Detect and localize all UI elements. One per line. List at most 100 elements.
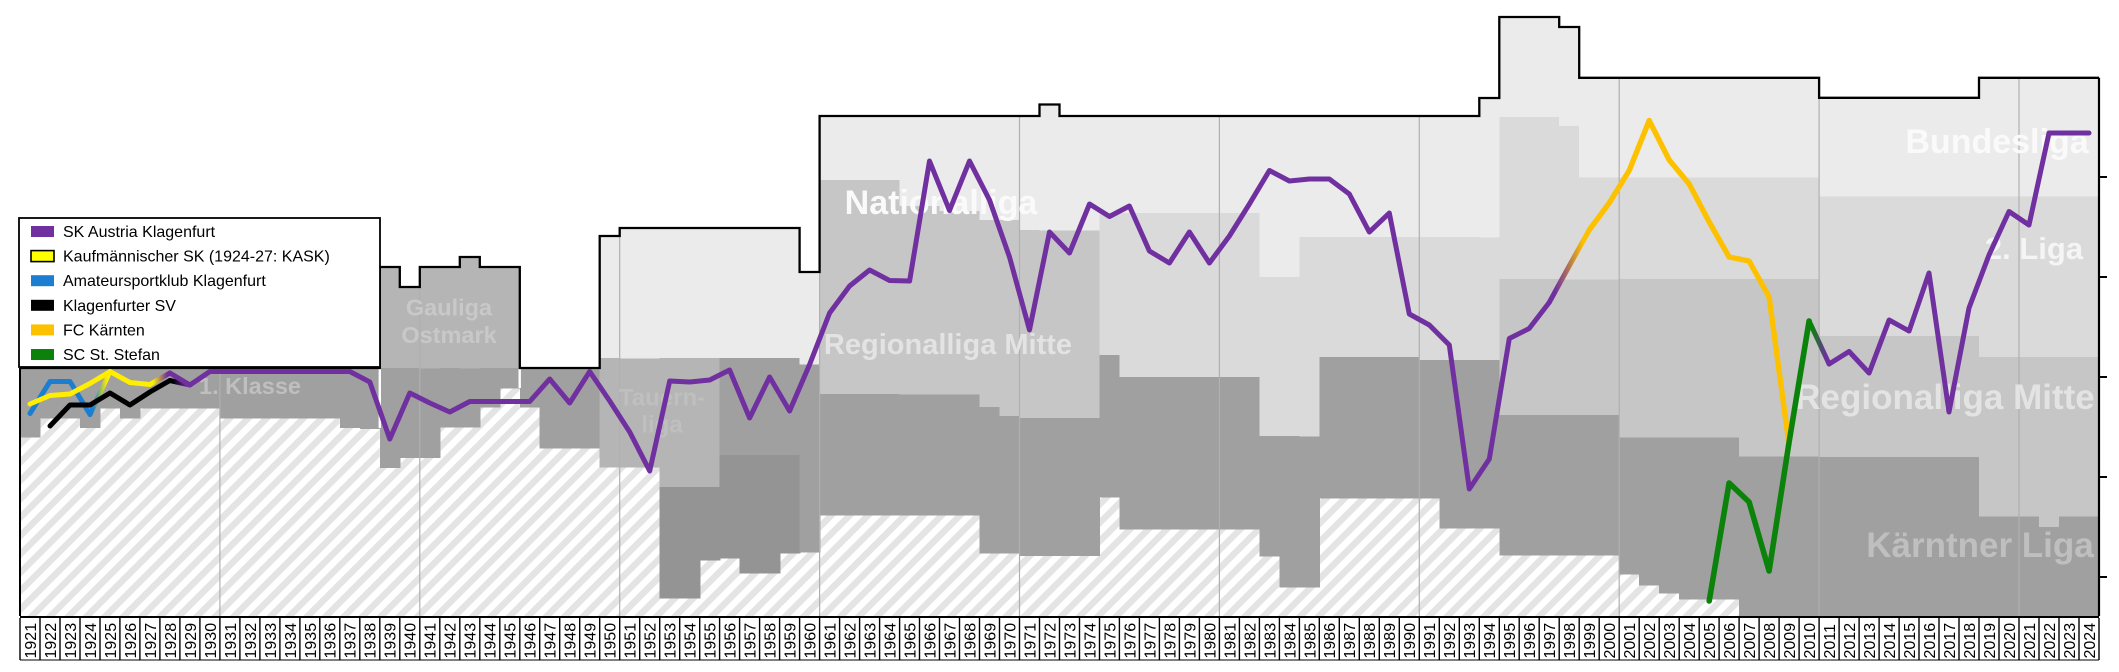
svg-text:1952: 1952 bbox=[643, 623, 660, 659]
svg-text:2020: 2020 bbox=[2002, 623, 2019, 659]
svg-text:1965: 1965 bbox=[903, 623, 920, 659]
svg-text:1985: 1985 bbox=[1302, 623, 1319, 659]
svg-text:1977: 1977 bbox=[1142, 623, 1159, 659]
svg-text:1959: 1959 bbox=[783, 623, 800, 659]
svg-text:1962: 1962 bbox=[843, 623, 860, 659]
svg-text:1951: 1951 bbox=[623, 623, 640, 659]
svg-text:1997: 1997 bbox=[1542, 623, 1559, 659]
svg-text:1928: 1928 bbox=[163, 623, 180, 659]
svg-text:2018: 2018 bbox=[1962, 623, 1979, 659]
svg-text:1940: 1940 bbox=[403, 623, 420, 659]
svg-text:1942: 1942 bbox=[443, 623, 460, 659]
svg-text:1949: 1949 bbox=[583, 623, 600, 659]
svg-text:1929: 1929 bbox=[183, 623, 200, 659]
svg-text:1995: 1995 bbox=[1502, 623, 1519, 659]
svg-text:1958: 1958 bbox=[763, 623, 780, 659]
svg-text:1976: 1976 bbox=[1122, 623, 1139, 659]
svg-text:1953: 1953 bbox=[663, 623, 680, 659]
svg-text:2012: 2012 bbox=[1842, 623, 1859, 659]
svg-text:1986: 1986 bbox=[1322, 623, 1339, 659]
svg-text:2017: 2017 bbox=[1942, 623, 1959, 659]
svg-text:2016: 2016 bbox=[1922, 623, 1939, 659]
svg-text:1930: 1930 bbox=[203, 623, 220, 659]
svg-text:1968: 1968 bbox=[962, 623, 979, 659]
svg-text:1926: 1926 bbox=[123, 623, 140, 659]
svg-text:1933: 1933 bbox=[263, 623, 280, 659]
svg-text:Amateursportklub Klagenfurt: Amateursportklub Klagenfurt bbox=[63, 273, 266, 290]
svg-text:1994: 1994 bbox=[1482, 623, 1499, 659]
svg-text:1955: 1955 bbox=[703, 623, 720, 659]
svg-text:1991: 1991 bbox=[1422, 623, 1439, 659]
svg-text:1963: 1963 bbox=[863, 623, 880, 659]
svg-text:1921: 1921 bbox=[23, 623, 40, 659]
svg-text:1961: 1961 bbox=[823, 623, 840, 659]
svg-text:1983: 1983 bbox=[1262, 623, 1279, 659]
svg-text:1937: 1937 bbox=[343, 623, 360, 659]
svg-text:1944: 1944 bbox=[483, 623, 500, 659]
svg-text:1957: 1957 bbox=[743, 623, 760, 659]
svg-text:1999: 1999 bbox=[1582, 623, 1599, 659]
svg-text:1935: 1935 bbox=[303, 623, 320, 659]
svg-text:2015: 2015 bbox=[1902, 623, 1919, 659]
svg-text:1978: 1978 bbox=[1162, 623, 1179, 659]
svg-text:1990: 1990 bbox=[1402, 623, 1419, 659]
svg-text:1922: 1922 bbox=[43, 623, 60, 659]
svg-text:1971: 1971 bbox=[1022, 623, 1039, 659]
svg-text:1981: 1981 bbox=[1222, 623, 1239, 659]
svg-text:1956: 1956 bbox=[723, 623, 740, 659]
svg-text:1993: 1993 bbox=[1462, 623, 1479, 659]
svg-text:2005: 2005 bbox=[1702, 623, 1719, 659]
svg-text:Ostmark: Ostmark bbox=[401, 322, 497, 348]
svg-text:2003: 2003 bbox=[1662, 623, 1679, 659]
svg-text:2009: 2009 bbox=[1782, 623, 1799, 659]
svg-text:1966: 1966 bbox=[922, 623, 939, 659]
svg-text:2001: 2001 bbox=[1622, 623, 1639, 659]
svg-text:1945: 1945 bbox=[503, 623, 520, 659]
svg-text:1973: 1973 bbox=[1062, 623, 1079, 659]
svg-text:2004: 2004 bbox=[1682, 623, 1699, 659]
svg-text:1941: 1941 bbox=[423, 623, 440, 659]
svg-text:Gauliga: Gauliga bbox=[406, 295, 493, 321]
svg-text:1924: 1924 bbox=[83, 623, 100, 659]
svg-text:1934: 1934 bbox=[283, 623, 300, 659]
svg-text:2008: 2008 bbox=[1762, 623, 1779, 659]
svg-text:1967: 1967 bbox=[942, 623, 959, 659]
svg-text:2024: 2024 bbox=[2082, 623, 2099, 659]
svg-text:SK Austria Klagenfurt: SK Austria Klagenfurt bbox=[63, 224, 216, 241]
svg-text:1987: 1987 bbox=[1342, 623, 1359, 659]
svg-text:1982: 1982 bbox=[1242, 623, 1259, 659]
svg-text:1989: 1989 bbox=[1382, 623, 1399, 659]
svg-text:1975: 1975 bbox=[1102, 623, 1119, 659]
svg-text:1931: 1931 bbox=[223, 623, 240, 659]
svg-text:1979: 1979 bbox=[1182, 623, 1199, 659]
svg-text:FC Kärnten: FC Kärnten bbox=[63, 322, 145, 339]
svg-text:1954: 1954 bbox=[683, 623, 700, 659]
svg-text:1984: 1984 bbox=[1282, 623, 1299, 659]
svg-text:2014: 2014 bbox=[1882, 623, 1899, 659]
svg-text:1996: 1996 bbox=[1522, 623, 1539, 659]
svg-text:1960: 1960 bbox=[803, 623, 820, 659]
svg-text:2002: 2002 bbox=[1642, 623, 1659, 659]
svg-text:2021: 2021 bbox=[2022, 623, 2039, 659]
svg-text:1947: 1947 bbox=[543, 623, 560, 659]
svg-text:Kaufmännischer SK (1924-27: KA: Kaufmännischer SK (1924-27: KASK) bbox=[63, 249, 330, 266]
svg-text:1. Klasse: 1. Klasse bbox=[199, 373, 301, 399]
svg-text:Regionalliga Mitte: Regionalliga Mitte bbox=[824, 329, 1072, 361]
svg-text:2013: 2013 bbox=[1862, 623, 1879, 659]
svg-text:1972: 1972 bbox=[1042, 623, 1059, 659]
svg-text:1939: 1939 bbox=[383, 623, 400, 659]
svg-text:Klagenfurter SV: Klagenfurter SV bbox=[63, 298, 176, 315]
svg-text:1923: 1923 bbox=[63, 623, 80, 659]
svg-text:1925: 1925 bbox=[103, 623, 120, 659]
svg-text:1932: 1932 bbox=[243, 623, 260, 659]
svg-text:2000: 2000 bbox=[1602, 623, 1619, 659]
svg-text:1950: 1950 bbox=[603, 623, 620, 659]
svg-text:2022: 2022 bbox=[2042, 623, 2059, 659]
svg-text:1964: 1964 bbox=[883, 623, 900, 659]
svg-text:2010: 2010 bbox=[1802, 623, 1819, 659]
svg-text:Kärntner Liga: Kärntner Liga bbox=[1866, 526, 2094, 565]
svg-text:2. Liga: 2. Liga bbox=[1985, 231, 2084, 266]
svg-text:1948: 1948 bbox=[563, 623, 580, 659]
svg-text:2011: 2011 bbox=[1822, 624, 1839, 659]
svg-text:SC St. Stefan: SC St. Stefan bbox=[63, 347, 160, 364]
